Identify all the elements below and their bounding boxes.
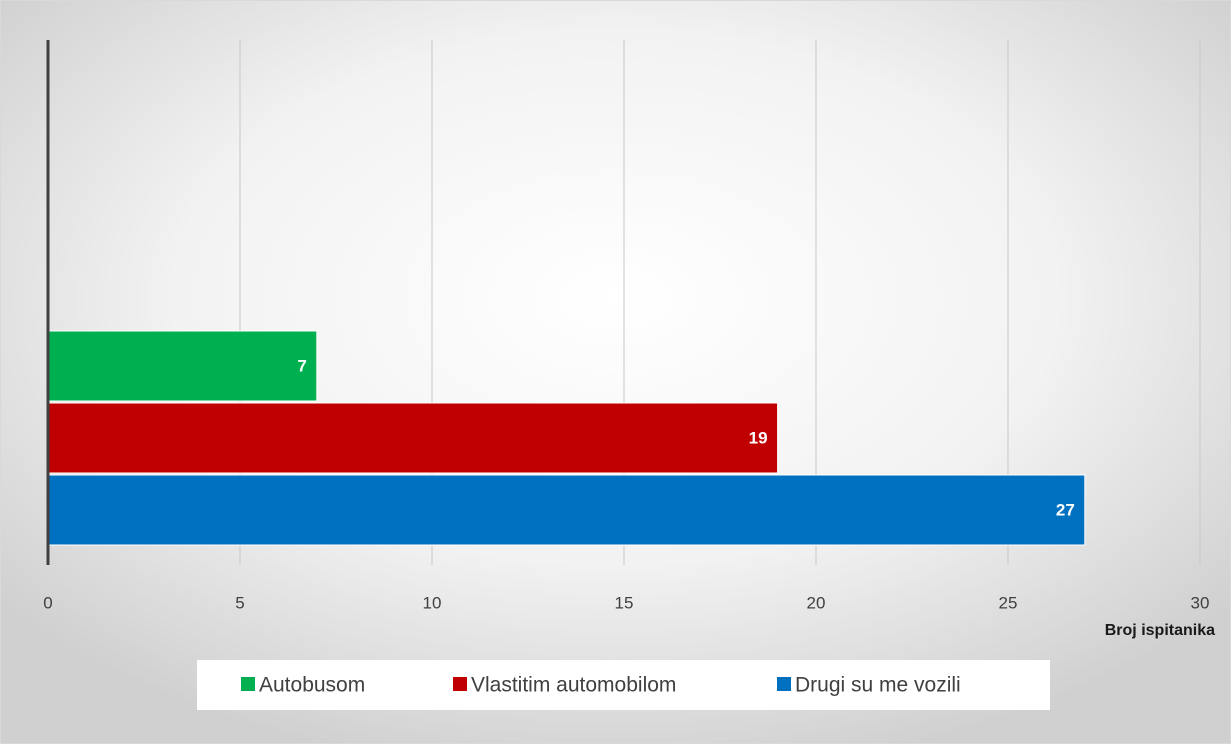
bar <box>47 330 318 402</box>
x-tick-label: 20 <box>807 593 826 612</box>
legend-box <box>197 660 1050 710</box>
legend-swatch <box>777 677 791 691</box>
legend-label: Drugi su me vozili <box>795 674 961 697</box>
x-tick-label: 25 <box>999 593 1018 612</box>
legend-label: Autobusom <box>259 674 365 697</box>
x-axis-label: Broj ispitanika <box>1105 622 1215 639</box>
legend-swatch <box>453 677 467 691</box>
x-tick-label: 30 <box>1191 593 1210 612</box>
bar <box>47 402 779 474</box>
x-tick-label: 5 <box>235 593 244 612</box>
bar <box>47 474 1086 546</box>
data-label: 7 <box>297 356 306 375</box>
legend-swatch <box>241 677 255 691</box>
x-tick-label: 15 <box>615 593 634 612</box>
legend-label: Vlastitim automobilom <box>471 674 676 697</box>
data-label: 19 <box>749 428 768 447</box>
x-tick-label: 0 <box>43 593 52 612</box>
data-label: 27 <box>1056 500 1075 519</box>
x-tick-label: 10 <box>423 593 442 612</box>
